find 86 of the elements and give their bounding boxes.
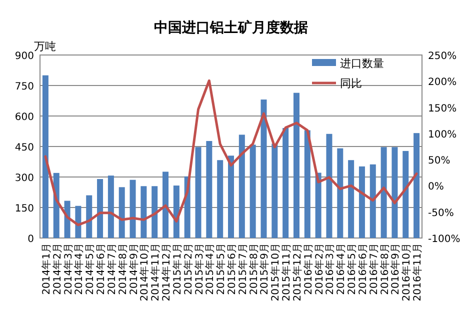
x-tick-label: 2014年1月 [40,243,52,295]
x-tick-label: 2016年6月 [356,243,369,295]
bar [370,164,376,238]
x-tick-label: 2015年2月 [182,243,194,295]
y-tick-label: 300 [14,173,34,184]
y2-tick-label: 150% [428,103,457,114]
bar [326,134,332,238]
y-tick-label: 150 [14,204,34,214]
bar [282,128,289,238]
bar [75,206,82,238]
bar [86,195,92,238]
bar [152,186,158,238]
x-tick-label: 2014年12月 [160,243,173,302]
x-tick-label: 2014年7月 [106,243,118,295]
bar [392,147,398,238]
bar [315,172,322,238]
chart-title: 中国进口铝土矿月度数据 [154,19,308,36]
x-tick-label: 2014年8月 [116,243,129,295]
x-tick-label: 2015年11月 [280,243,293,302]
x-tick-label: 2016年2月 [313,243,326,295]
x-tick-label: 2014年6月 [95,243,108,295]
bar [337,148,344,238]
x-tick-label: 2016年5月 [346,243,358,295]
line-series [44,79,418,226]
y-tick-label: 600 [14,112,34,123]
y-tick-label: 750 [14,82,34,92]
x-tick-label: 2016年10月 [400,243,413,302]
bar [118,187,125,238]
bar [238,134,245,238]
bar [293,92,300,238]
x-tick-label: 2016年4月 [335,243,348,295]
bar [228,156,234,238]
y-tick-label: 0 [28,234,34,245]
y2-tick-label: 0% [428,182,444,193]
bar [380,147,387,238]
bar [162,172,169,238]
x-tick-label: 2015年6月 [226,243,238,295]
x-tick-label: 2015年1月 [171,243,184,295]
x-tick-label: 2015年5月 [215,243,228,295]
bar [272,144,278,238]
y2-tick-label: -100% [428,234,460,245]
y-axis-title: 万吨 [34,40,56,53]
x-tick-label: 2014年2月 [51,243,64,295]
bar [195,147,202,238]
x-tick-label: 2015年12月 [291,243,304,302]
x-tick-label: 2016年3月 [324,243,336,295]
x-tick-label: 2016年7月 [368,243,380,295]
x-tick-label: 2014年9月 [128,243,140,295]
legend-label: 进口数量 [340,57,384,70]
bar [42,75,48,238]
bar [140,186,147,238]
x-tick-label: 2015年10月 [270,243,282,302]
x-tick-label: 2016年8月 [378,243,391,295]
bar [304,130,310,238]
bar [130,180,136,238]
x-tick-label: 2015年3月 [193,243,206,295]
y2-tick-label: 200% [428,77,457,88]
x-tick-label: 2015年8月 [248,243,260,295]
bar [402,150,409,238]
x-tick-label: 2016年1月 [302,243,314,295]
bar [414,133,420,238]
y2-tick-label: 50% [428,156,450,167]
x-tick-label: 2015年7月 [236,243,249,295]
x-tick-label: 2014年3月 [62,243,74,295]
y2-tick-label: -50% [428,208,454,219]
bar [108,176,114,238]
y2-tick-label: 250% [428,51,457,62]
x-tick-label: 2016年11月 [412,243,424,302]
bar [97,179,104,238]
legend-label: 同比 [340,77,362,90]
x-tick-label: 2016年9月 [390,243,402,295]
x-tick-label: 2014年10月 [138,243,151,302]
x-tick-label: 2015年4月 [204,243,216,295]
bar [348,160,354,238]
bar [206,141,212,238]
bar [217,160,224,238]
y-tick-label: 900 [14,51,34,62]
bar [250,144,256,238]
y2-tick-label: 100% [428,129,457,140]
x-tick-label: 2014年4月 [73,243,86,295]
x-tick-label: 2014年11月 [150,243,162,302]
x-tick-label: 2015年9月 [258,243,271,295]
bar [358,166,365,238]
y-tick-label: 450 [14,142,34,154]
x-tick-label: 2014年5月 [84,243,96,295]
bar [260,100,267,238]
